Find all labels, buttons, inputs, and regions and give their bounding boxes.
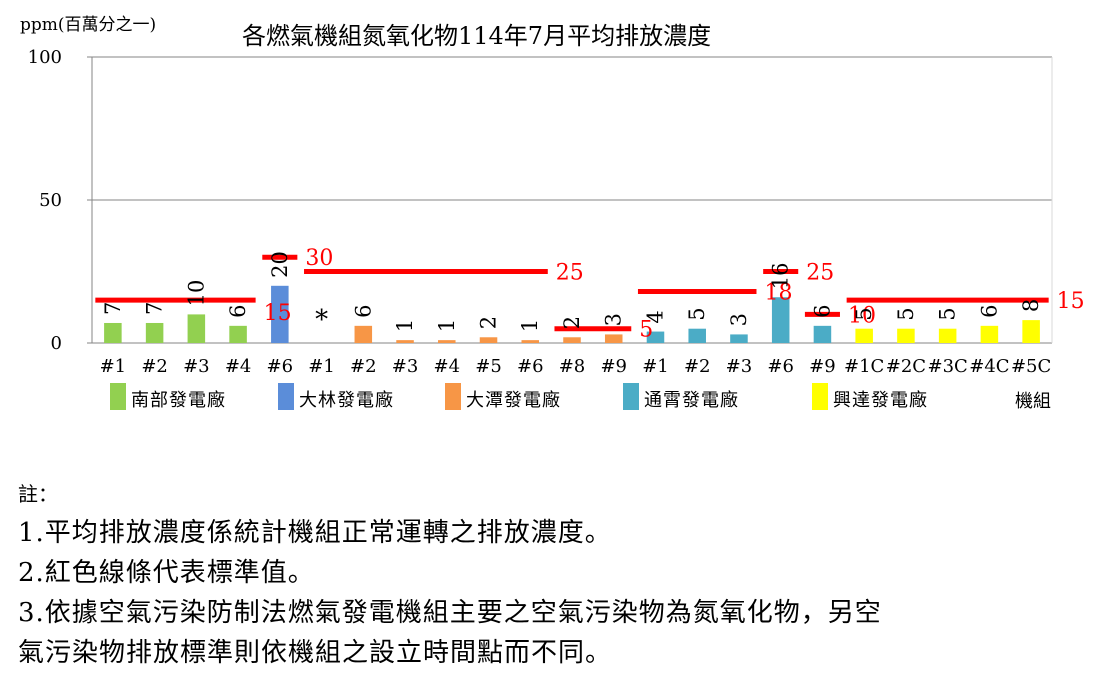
bar [604,334,623,343]
bar [1022,320,1040,343]
bar [730,334,748,343]
bar [771,297,790,343]
value-label: 5 [685,307,709,320]
value-label: 5 [852,307,876,320]
bar [897,328,915,343]
legend-label: 南部發電廠 [131,389,226,411]
value-label: 6 [351,304,375,317]
bar [563,337,581,343]
bar [187,314,206,343]
x-tick-label: #2 [141,356,168,377]
value-label: 1 [393,319,417,332]
nox-emission-chart: 各燃氣機組氮氧化物114年7月平均排放濃度 ppm(百萬分之一) 050100 … [20,15,1085,412]
x-tick-label: #4 [225,356,252,377]
x-tick-label: #4C [969,356,1009,377]
bar [646,331,665,343]
legend-swatch [278,383,294,410]
legend-swatch [445,383,461,410]
bar [688,328,706,343]
value-label: 5 [894,307,918,320]
value-label: 6 [810,304,834,317]
y-axis-label: ppm(百萬分之一) [20,15,156,35]
bar [813,325,832,343]
legend-label: 大林發電廠 [299,389,394,411]
value-label: 8 [1019,299,1043,312]
standard-label: 30 [305,246,333,271]
x-tick-label: #1C [844,356,884,377]
legend-swatch [623,383,639,410]
legend-label: 興達發電廠 [833,389,928,411]
x-tick-label: #8 [559,356,586,377]
y-tick-label: 0 [51,333,62,354]
x-tick-label: #3 [392,356,419,377]
x-tick-label: #9 [809,356,836,377]
standard-label: 15 [1057,289,1085,314]
value-label: 2 [560,316,584,329]
bar [938,328,957,343]
value-label: 6 [226,304,250,317]
value-label: 16 [769,263,793,290]
bar [104,322,122,343]
x-tick-label: #2C [886,356,926,377]
x-tick-label: #3 [183,356,210,377]
value-label: 5 [936,307,960,320]
standard-label: 5 [639,318,653,343]
x-tick-label: #1 [642,356,669,377]
standard-label: 15 [264,301,292,326]
bar [145,322,164,343]
note-line-1: 1.平均排放濃度係統計機組正常運轉之排放濃度。 [18,518,612,548]
value-label: 7 [143,302,167,315]
value-label: 3 [602,313,626,326]
bar [980,325,999,343]
legend-swatch [812,383,828,410]
value-label: 10 [184,280,208,307]
x-tick-label: #4 [434,356,461,377]
value-label: 7 [101,302,125,315]
chart-title: 各燃氣機組氮氧化物114年7月平均排放濃度 [242,22,711,50]
bar [354,325,373,343]
bar [396,340,414,343]
x-tick-label: #6 [517,356,544,377]
x-tick-label: #6 [267,356,294,377]
value-label: 4 [643,310,667,323]
bar [271,285,289,343]
value-label: 1 [435,319,459,332]
bar [229,325,247,343]
x-tick-label: #1 [308,356,335,377]
bar [438,340,456,343]
x-tick-label: #3 [726,356,753,377]
value-label: 20 [268,251,292,278]
value-label: 6 [977,304,1001,317]
standard-label: 18 [764,281,792,306]
value-label: 2 [477,316,501,329]
bar [479,337,498,343]
note-line-2: 2.紅色線條代表標準值。 [18,558,315,588]
bar [855,328,873,343]
legend-swatch [110,383,126,410]
x-tick-label: #5C [1011,356,1051,377]
note-line-4: 氣污染物排放標準則依機組之設立時間點而不同。 [18,638,613,668]
x-tick-label: #1 [100,356,127,377]
standard-label: 10 [848,303,876,328]
value-label: 3 [727,313,751,326]
x-tick-label: #5 [475,356,502,377]
standard-label: 25 [806,261,834,286]
x-tick-label: #9 [600,356,627,377]
legend-label: 通霄發電廠 [644,389,739,411]
value-label: * [315,305,328,335]
x-tick-label: #6 [767,356,794,377]
standard-label: 25 [556,261,584,286]
legend-label: 大潭發電廠 [466,389,561,411]
value-label: 1 [518,319,542,332]
note-line-3: 3.依據空氣污染防制法燃氣發電機組主要之空氣污染物為氮氧化物，另空 [18,598,882,628]
x-axis-label: 機組 [1015,391,1051,412]
notes-section: 註： 1.平均排放濃度係統計機組正常運轉之排放濃度。 2.紅色線條代表標準值。 … [18,478,1078,673]
x-tick-label: #2 [350,356,377,377]
y-tick-label: 100 [28,47,62,68]
bar [521,340,540,343]
x-tick-label: #2 [684,356,711,377]
notes-heading: 註： [18,482,58,506]
x-tick-label: #3C [927,356,967,377]
y-tick-label: 50 [39,190,62,211]
